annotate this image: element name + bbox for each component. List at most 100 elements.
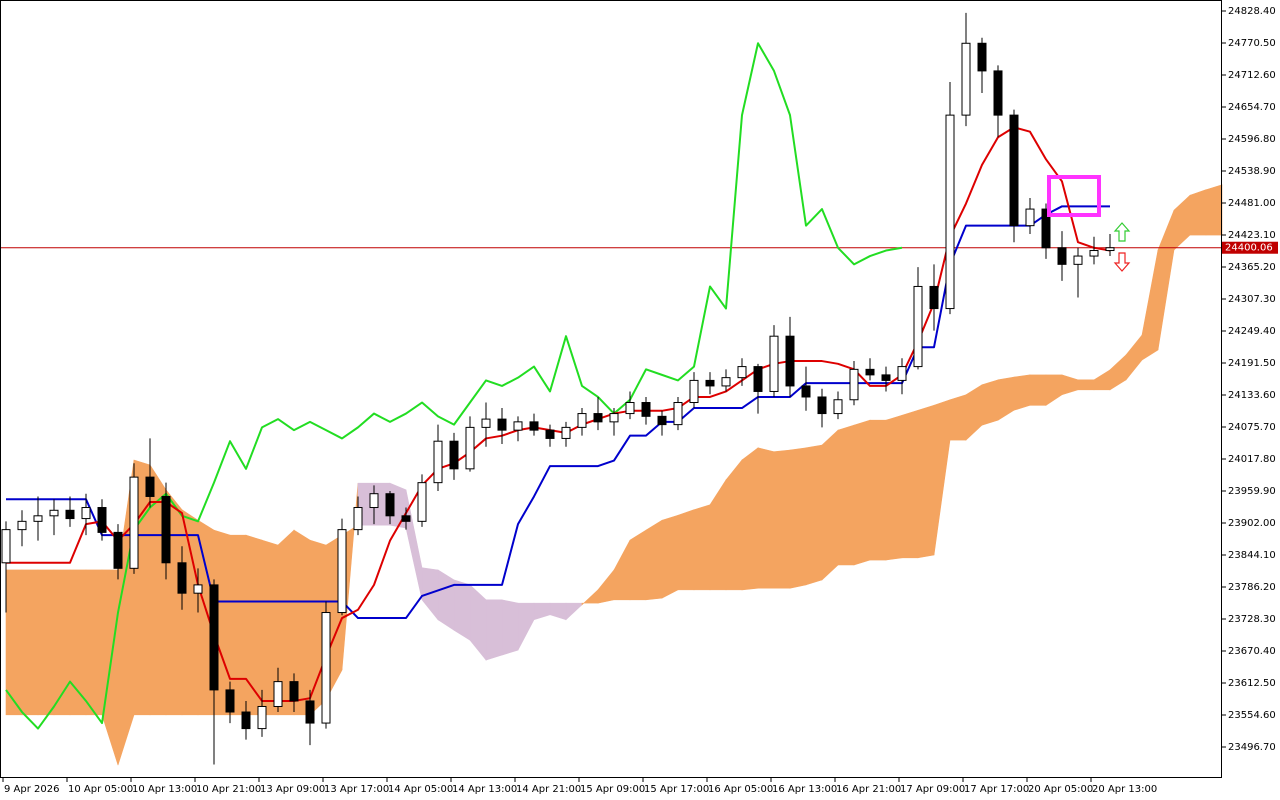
- candle-body: [433, 440, 443, 484]
- candle-body: [353, 507, 363, 531]
- y-tick-label: 24828.40: [1228, 6, 1276, 17]
- price-label-box: [1222, 241, 1278, 254]
- x-tick-label: 16 Apr 21:00: [836, 784, 901, 795]
- cloud-segment: [645, 519, 663, 601]
- x-tick-label: 15 Apr 09:00: [580, 784, 645, 795]
- cloud-segment: [453, 579, 471, 641]
- candle-body: [977, 42, 987, 72]
- candle-body: [305, 700, 315, 724]
- cloud-segment: [677, 509, 695, 591]
- candle-body: [1009, 114, 1019, 227]
- candle-body: [337, 529, 347, 614]
- candle-body: [161, 495, 171, 564]
- candle-body: [497, 418, 507, 431]
- cloud-segment: [1013, 374, 1031, 411]
- x-tick-label: 14 Apr 13:00: [452, 784, 517, 795]
- price-label: 24400.06: [1225, 243, 1273, 254]
- candle-body: [753, 366, 763, 392]
- cloud-segment: [741, 447, 759, 591]
- candle-body: [465, 426, 475, 470]
- y-tick-label: 24307.30: [1228, 294, 1276, 305]
- y-tick-label: 23902.00: [1228, 518, 1276, 529]
- candle-body: [817, 396, 827, 415]
- y-tick-label: 24075.70: [1228, 422, 1276, 433]
- line-layer: [0, 42, 1222, 730]
- y-tick-label: 24481.00: [1228, 198, 1276, 209]
- candle-body: [1, 529, 11, 564]
- candle-body: [513, 421, 523, 431]
- cloud-segment: [981, 379, 999, 426]
- candle-body: [81, 507, 91, 520]
- candle-body: [881, 374, 891, 381]
- candle-body: [241, 711, 251, 730]
- candle-body: [193, 584, 203, 594]
- x-tick-label: 20 Apr 13:00: [1092, 784, 1157, 795]
- cloud-segment: [181, 509, 199, 716]
- candle-body: [545, 429, 555, 439]
- y-tick-label: 24133.60: [1228, 390, 1276, 401]
- candle-body: [721, 377, 731, 387]
- cloud-segment: [693, 504, 711, 591]
- y-tick-label: 23959.90: [1228, 486, 1276, 497]
- y-tick-label: 23496.70: [1228, 742, 1276, 753]
- candle-layer: [1, 12, 1115, 765]
- x-tick-label: 20 Apr 05:00: [1028, 784, 1093, 795]
- candle-body: [417, 482, 427, 522]
- candle-body: [737, 366, 747, 379]
- cloud-segment: [757, 447, 775, 589]
- down-arrow: [1113, 252, 1131, 272]
- candle-body: [289, 681, 299, 702]
- cloud-segment: [773, 449, 791, 589]
- candle-body: [769, 335, 779, 392]
- x-tick-label: 17 Apr 09:00: [900, 784, 965, 795]
- cloud-segment: [1029, 374, 1047, 406]
- y-tick-label: 23844.10: [1228, 550, 1276, 561]
- cloud-segment: [661, 514, 679, 599]
- candle-body: [577, 413, 587, 428]
- candle-body: [993, 70, 1003, 116]
- candle-body: [145, 476, 155, 497]
- candle-body: [129, 476, 139, 569]
- candle-body: [1105, 247, 1115, 252]
- cloud-segment: [853, 419, 871, 566]
- cloud-segment: [901, 409, 919, 559]
- y-tick-label: 24596.80: [1228, 134, 1276, 145]
- candle-body: [177, 562, 187, 594]
- candle-body: [801, 385, 811, 398]
- x-tick-label: 10 Apr 05:00: [68, 784, 133, 795]
- cloud-segment: [501, 599, 519, 656]
- candle-body: [657, 415, 667, 426]
- cloud-segment: [949, 394, 967, 441]
- x-tick-label: 17 Apr 17:00: [964, 784, 1029, 795]
- y-tick-label: 23612.50: [1228, 678, 1276, 689]
- candle-body: [449, 440, 459, 470]
- cloud-segment: [725, 459, 743, 591]
- cloud-segment: [37, 569, 55, 716]
- axis-layer: 24828.40 24770.50 24712.60 24654.70 24596.80…: [2, 6, 1278, 795]
- y-tick-label: 24249.40: [1228, 326, 1276, 337]
- up-arrow: [1113, 222, 1131, 242]
- candle-body: [625, 402, 635, 415]
- cloud-segment: [1205, 184, 1223, 236]
- candle-body: [481, 418, 491, 428]
- candle-body: [33, 515, 43, 522]
- y-tick-label: 23786.20: [1228, 582, 1276, 593]
- candle-body: [1025, 208, 1035, 227]
- cloud-segment: [917, 404, 935, 559]
- candle-body: [225, 689, 235, 713]
- cloud-segment: [1189, 189, 1207, 236]
- candle-body: [401, 515, 411, 522]
- cloud-segment: [485, 599, 503, 661]
- x-tick-label: 16 Apr 05:00: [708, 784, 773, 795]
- candle-body: [17, 520, 27, 531]
- plot-frame: [0, 0, 1222, 778]
- y-tick-label: 23554.60: [1228, 710, 1276, 721]
- candle-body: [641, 402, 651, 417]
- candle-body: [561, 426, 571, 439]
- y-tick-label: 24538.90: [1228, 166, 1276, 177]
- x-tick-label: 14 Apr 05:00: [388, 784, 453, 795]
- candle-body: [97, 507, 107, 533]
- cloud-segment: [629, 529, 647, 601]
- candle-body: [1073, 255, 1083, 265]
- candle-body: [849, 368, 859, 401]
